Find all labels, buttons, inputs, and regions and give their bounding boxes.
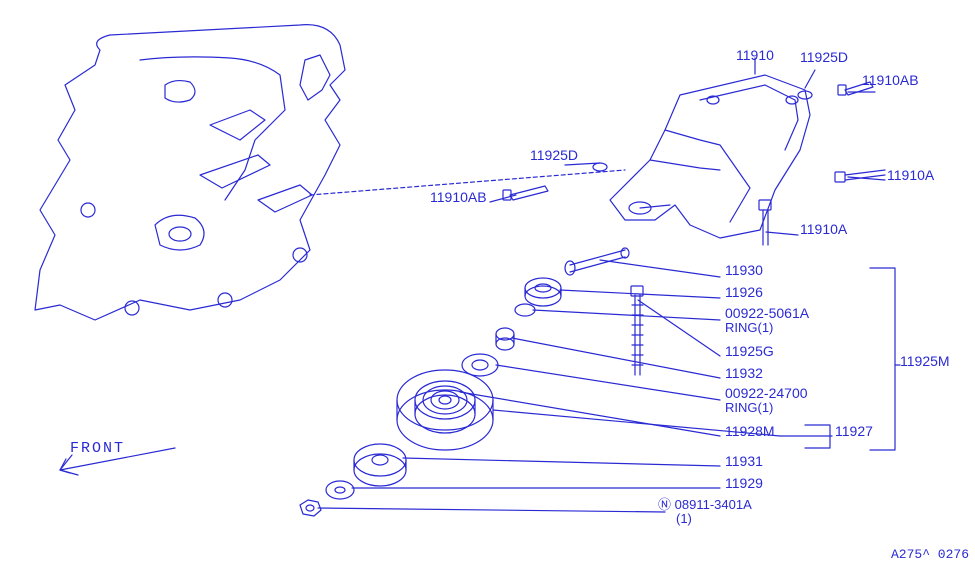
- label-11910: 11910: [736, 48, 774, 63]
- label-00922a: 00922-5061A RING(1): [725, 306, 809, 336]
- label-11931: 11931: [725, 454, 763, 469]
- label-08911-text: 08911-3401A: [675, 497, 752, 512]
- label-11926: 11926: [725, 285, 763, 300]
- label-08911-sub: (1): [658, 512, 752, 526]
- diagram-canvas: 11910 11925D 11910AB 11925D 11910AB 1191…: [0, 0, 975, 566]
- label-11910ab-left: 11910AB: [430, 190, 487, 205]
- label-00922b: 00922-24700 RING(1): [725, 386, 808, 416]
- label-11910a-right: 11910A: [887, 168, 934, 183]
- label-11910ab-top: 11910AB: [862, 73, 919, 88]
- label-11925m: 11925M: [900, 354, 950, 369]
- label-00922b-sub: RING(1): [725, 401, 808, 415]
- diagram-code: A275^ 0276: [891, 547, 969, 562]
- label-00922a-text: 00922-5061A: [725, 305, 809, 321]
- label-11928m: 11928M: [725, 424, 775, 439]
- label-00922b-text: 00922-24700: [725, 385, 808, 401]
- label-11925d-left: 11925D: [530, 148, 578, 163]
- label-11925d-top: 11925D: [800, 50, 848, 65]
- label-11927: 11927: [835, 424, 873, 439]
- label-08911-prefix: Ⓝ: [658, 497, 671, 512]
- label-11932: 11932: [725, 366, 763, 381]
- line-art: [0, 0, 975, 566]
- front-indicator: FRONT: [70, 440, 125, 457]
- label-11929: 11929: [725, 476, 763, 491]
- label-11925g: 11925G: [725, 344, 774, 359]
- label-08911: Ⓝ 08911-3401A (1): [658, 498, 752, 527]
- label-00922a-sub: RING(1): [725, 321, 809, 335]
- label-11910a-low: 11910A: [800, 222, 847, 237]
- label-11930: 11930: [725, 263, 763, 278]
